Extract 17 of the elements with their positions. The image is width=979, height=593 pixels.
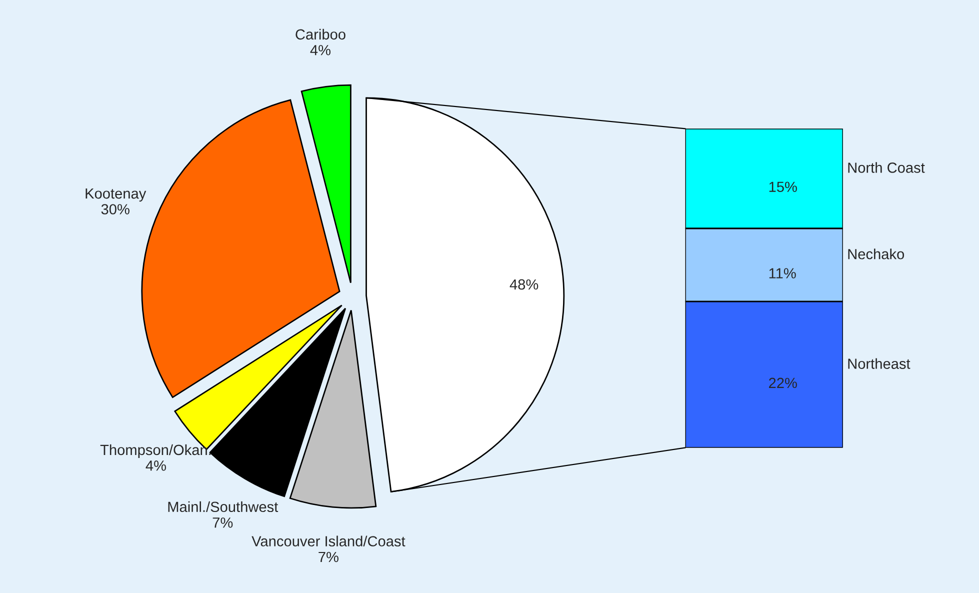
slice-label: Cariboo (296, 28, 346, 40)
slice-label: Vancouver Island/Coast (252, 536, 406, 546)
data-label: 48% (510, 279, 538, 290)
series-label: North Coast (848, 162, 925, 173)
data-label: 15% (769, 182, 797, 192)
data-label: 7% (318, 552, 338, 562)
series-label: Nechako (848, 248, 904, 260)
slice-label: Thompson/Okan. (100, 444, 211, 458)
data-label: 22% (769, 378, 797, 388)
data-label: 11% (769, 268, 796, 278)
data-label: 7% (212, 517, 233, 528)
data-label: 4% (146, 460, 166, 471)
series-label: Northeast (848, 358, 910, 369)
slice-label: Mainl./Southwest (168, 501, 278, 512)
data-label: 4% (310, 45, 330, 56)
data-label: 30% (101, 204, 130, 214)
slice-label: Kootenay (86, 188, 146, 202)
